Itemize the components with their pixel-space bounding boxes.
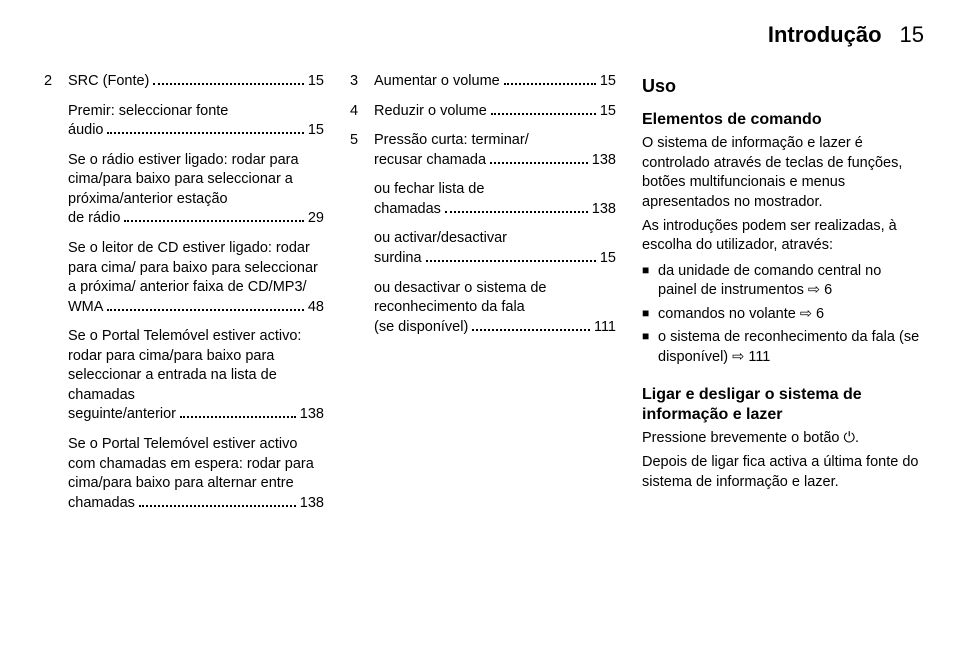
dot-line: SRC (Fonte) 15 [68, 72, 324, 92]
leader-dots [124, 214, 303, 222]
text: de rádio [68, 209, 120, 229]
paragraph: Se o Portal Telemóvel estiver activo: ro… [44, 327, 324, 425]
text: ou activar/desactivar [374, 229, 616, 249]
paragraph: ou desactivar o sistema de reconheciment… [350, 279, 616, 338]
leader-dots [139, 499, 296, 507]
list-item: comandos no volante ⇨ 6 [642, 305, 924, 325]
heading-elementos: Elementos de comando [642, 110, 924, 130]
heading-ligar: Ligar e desligar o sistema de informação… [642, 385, 924, 425]
page-header: Introdução 15 [44, 22, 924, 48]
leader-dots [426, 254, 596, 262]
text: Se o Portal Telemóvel estiver activo: ro… [68, 327, 324, 405]
leader-dots [445, 205, 588, 213]
leader-dots [107, 126, 303, 134]
page-ref: 111 [594, 318, 616, 338]
paragraph: Premir: seleccionar fonte áudio 15 [44, 102, 324, 141]
paragraph: Se o leitor de CD estiver ligado: rodar … [44, 239, 324, 317]
item-number: 4 [350, 102, 374, 122]
column-1: 2 SRC (Fonte) 15 Premir: seleccionar fon… [44, 72, 324, 523]
text: ou desactivar o sistema de reconheciment… [374, 279, 616, 318]
paragraph: As introduções podem ser realizadas, à e… [642, 217, 924, 256]
text: WMA [68, 298, 103, 318]
page-ref: 15 [600, 102, 616, 122]
item-number: 5 [350, 131, 374, 151]
paragraph: ou fechar lista de chamadas 138 [350, 180, 616, 219]
item-3: 3 Aumentar o volume 15 [350, 72, 616, 92]
text: (se disponível) [374, 318, 468, 338]
text: seguinte/anterior [68, 405, 176, 425]
text: Se o rádio estiver ligado: rodar para ci… [68, 151, 324, 210]
header-title: Introdução [768, 22, 882, 48]
leader-dots [107, 303, 303, 311]
column-3: Uso Elementos de comando O sistema de in… [642, 72, 924, 523]
page-ref: 138 [300, 494, 324, 514]
list-item: o sistema de reconhecimento da fala (se … [642, 328, 924, 367]
text: Se o leitor de CD estiver ligado: rodar … [68, 239, 324, 298]
item-number: 3 [350, 72, 374, 92]
paragraph: ou activar/desactivar surdina 15 [350, 229, 616, 268]
paragraph: Se o rádio estiver ligado: rodar para ci… [44, 151, 324, 229]
page-ref: 15 [600, 72, 616, 92]
leader-dots [472, 323, 590, 331]
paragraph: O sistema de informação e lazer é contro… [642, 134, 924, 212]
paragraph: Pressione brevemente o botão ⏻. [642, 429, 924, 449]
text: Se o Portal Telemóvel estiver activo com… [68, 435, 324, 494]
leader-dots [153, 77, 303, 85]
page-ref: 138 [300, 405, 324, 425]
list-item: da unidade de comando central no painel … [642, 262, 924, 301]
text: Premir: seleccionar fonte [68, 102, 324, 122]
text: Aumentar o volume [374, 72, 500, 92]
page-ref: 138 [592, 200, 616, 220]
content-columns: 2 SRC (Fonte) 15 Premir: seleccionar fon… [44, 72, 924, 523]
leader-dots [491, 107, 596, 115]
item-2: 2 SRC (Fonte) 15 [44, 72, 324, 92]
bullet-list: da unidade de comando central no painel … [642, 262, 924, 372]
text: Pressão curta: terminar/ [374, 131, 616, 151]
text: Reduzir o volume [374, 102, 487, 122]
text: chamadas [68, 494, 135, 514]
text: ou fechar lista de [374, 180, 616, 200]
item-4: 4 Reduzir o volume 15 [350, 102, 616, 122]
item-5: 5 Pressão curta: terminar/ recusar chama… [350, 131, 616, 170]
text: recusar chamada [374, 151, 486, 171]
text: SRC (Fonte) [68, 72, 149, 92]
text: surdina [374, 249, 422, 269]
paragraph: Se o Portal Telemóvel estiver activo com… [44, 435, 324, 513]
page-ref: 48 [308, 298, 324, 318]
leader-dots [504, 77, 596, 85]
page-ref: 138 [592, 151, 616, 171]
item-number: 2 [44, 72, 68, 92]
page-ref: 15 [308, 72, 324, 92]
heading-uso: Uso [642, 74, 924, 98]
leader-dots [490, 156, 588, 164]
column-2: 3 Aumentar o volume 15 4 Reduzir o volum… [350, 72, 616, 523]
page-ref: 29 [308, 209, 324, 229]
leader-dots [180, 410, 296, 418]
text: áudio [68, 121, 103, 141]
text: chamadas [374, 200, 441, 220]
paragraph: Depois de ligar fica activa a última fon… [642, 453, 924, 492]
page-ref: 15 [308, 121, 324, 141]
header-page-number: 15 [900, 22, 924, 48]
page-ref: 15 [600, 249, 616, 269]
